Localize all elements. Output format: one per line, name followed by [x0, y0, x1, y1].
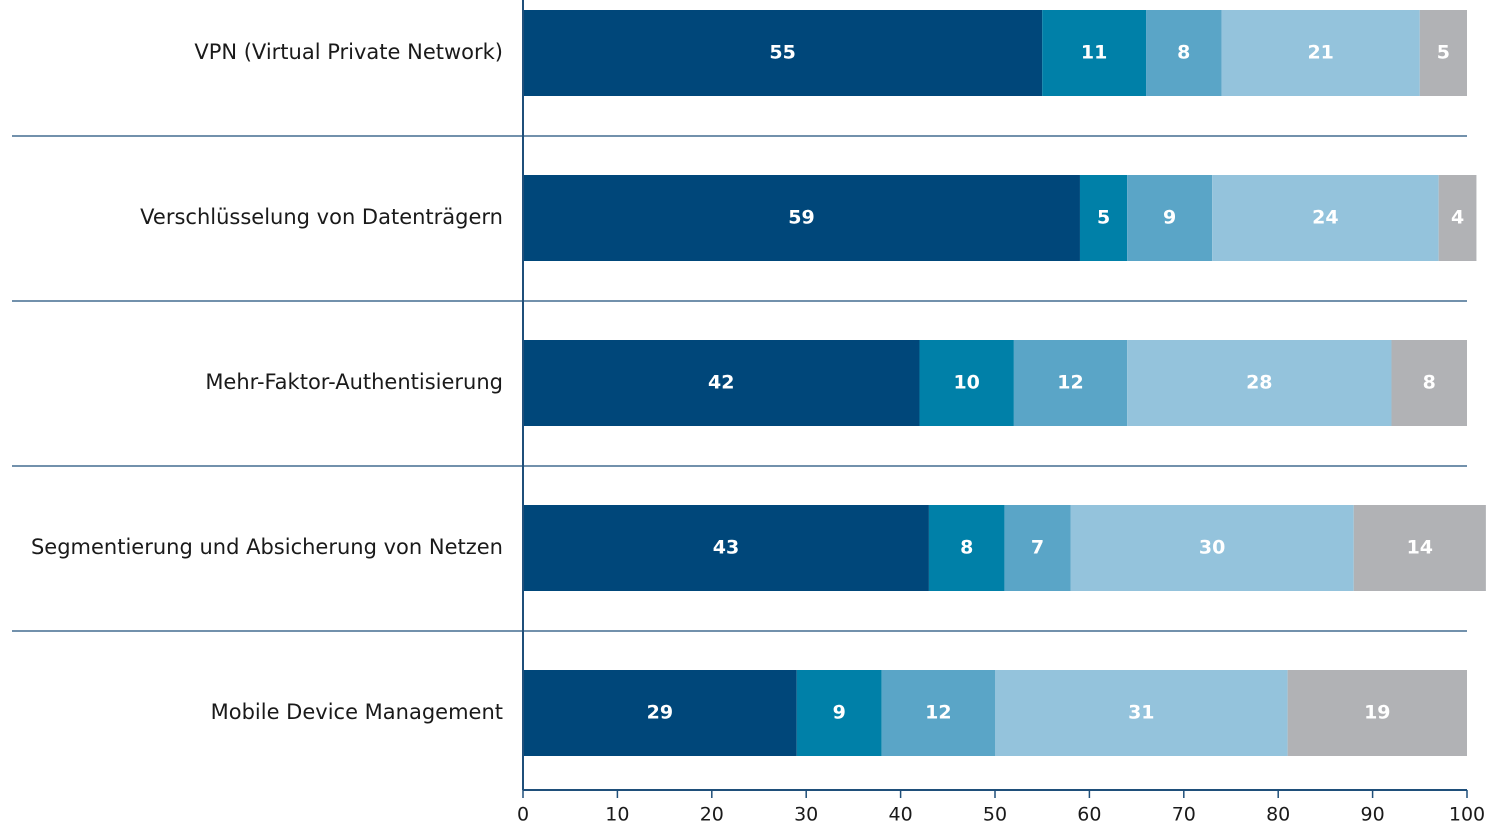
- bar-segment: [919, 340, 1014, 426]
- bar-segment: [881, 670, 995, 756]
- data-label: 8: [1177, 42, 1190, 64]
- data-label: 9: [1163, 207, 1176, 229]
- x-tick-label: 60: [1077, 804, 1101, 826]
- bar-segment: [928, 505, 1005, 591]
- data-label: 43: [713, 537, 739, 559]
- x-tick-label: 20: [700, 804, 724, 826]
- data-label: 59: [788, 207, 814, 229]
- data-label: 30: [1199, 537, 1225, 559]
- category-label: Segmentierung und Absicherung von Netzen: [31, 535, 503, 559]
- x-tick-label: 80: [1266, 804, 1290, 826]
- data-label: 5: [1437, 42, 1450, 64]
- bar-segment: [1013, 340, 1128, 426]
- data-label: 28: [1246, 372, 1272, 394]
- x-tick-label: 90: [1361, 804, 1385, 826]
- data-label: 31: [1128, 702, 1154, 724]
- data-label: 12: [1057, 372, 1083, 394]
- category-label: Verschlüsselung von Datenträgern: [140, 205, 503, 229]
- data-label: 5: [1097, 207, 1110, 229]
- data-label: 19: [1364, 702, 1390, 724]
- data-label: 11: [1081, 42, 1107, 64]
- x-tick-label: 30: [794, 804, 818, 826]
- bar-segment: [523, 670, 797, 756]
- bar-segment: [1438, 175, 1477, 261]
- data-label: 14: [1407, 537, 1433, 559]
- bar-segment: [796, 670, 882, 756]
- x-tick-label: 100: [1449, 804, 1485, 826]
- category-label: Mehr-Faktor-Authentisierung: [205, 370, 503, 394]
- data-label: 12: [925, 702, 951, 724]
- category-label: VPN (Virtual Private Network): [194, 40, 503, 64]
- bar-segment: [1419, 10, 1467, 96]
- x-tick-label: 40: [889, 804, 913, 826]
- data-label: 55: [769, 42, 795, 64]
- bar-segment: [1070, 505, 1354, 591]
- bar-segment: [1353, 505, 1486, 591]
- bar-segment: [1212, 175, 1439, 261]
- data-label: 42: [708, 372, 734, 394]
- data-label: 7: [1031, 537, 1044, 559]
- category-label: Mobile Device Management: [211, 700, 503, 724]
- data-label: 24: [1312, 207, 1338, 229]
- data-label: 8: [960, 537, 973, 559]
- data-label: 9: [833, 702, 846, 724]
- x-tick-label: 70: [1172, 804, 1196, 826]
- data-label: 21: [1307, 42, 1333, 64]
- bar-segment: [1079, 175, 1128, 261]
- bar-segment: [1391, 340, 1467, 426]
- data-label: 4: [1451, 207, 1464, 229]
- bar-segment: [1287, 670, 1467, 756]
- x-tick-label: 50: [983, 804, 1007, 826]
- x-tick-label: 0: [517, 804, 529, 826]
- bar-segment: [1042, 10, 1147, 96]
- data-label: 8: [1423, 372, 1436, 394]
- data-label: 29: [647, 702, 673, 724]
- bar-segment: [1146, 10, 1222, 96]
- bar-segment: [523, 10, 1043, 96]
- bar-segment: [995, 670, 1288, 756]
- bar-segment: [1127, 340, 1392, 426]
- x-tick-label: 10: [605, 804, 629, 826]
- bar-segment: [523, 175, 1080, 261]
- bar-segment: [523, 505, 929, 591]
- data-label: 10: [953, 372, 979, 394]
- bar-segment: [1127, 175, 1213, 261]
- bar-segment: [1004, 505, 1071, 591]
- bar-segment: [1221, 10, 1420, 96]
- bar-segment: [523, 340, 920, 426]
